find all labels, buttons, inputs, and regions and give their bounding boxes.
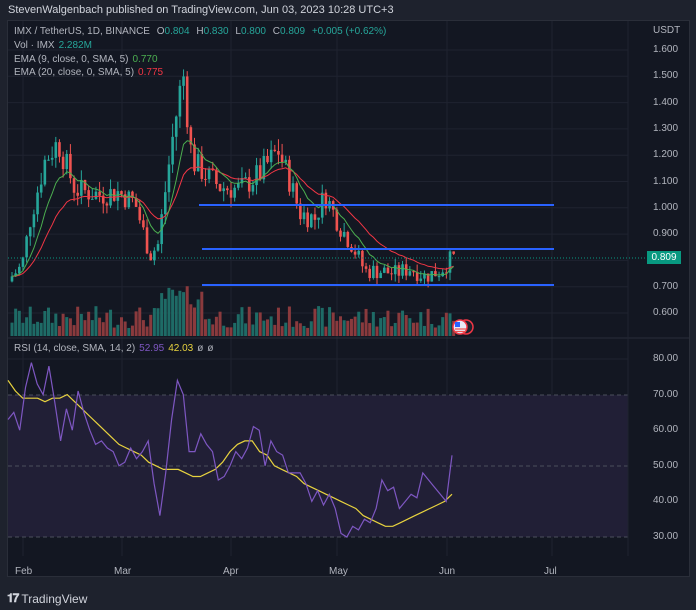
change-value: +0.005 (+0.62%) — [311, 26, 387, 37]
price-tick: 0.600 — [653, 307, 679, 318]
ema20-value: 0.775 — [138, 67, 164, 78]
volume-value: 2.282M — [58, 40, 92, 51]
rsi-tick: 50.00 — [653, 459, 679, 471]
last-price-tag: 0.809 — [647, 251, 681, 264]
tradingview-brand[interactable]: 𝟏𝟕 TradingView — [7, 591, 88, 606]
time-tick: Mar — [114, 566, 132, 577]
ema9-line — [11, 140, 454, 277]
symbol-label: IMX / TetherUS, 1D, BINANCE — [14, 26, 150, 37]
rsi-tick: 40.00 — [653, 495, 679, 507]
rsi-legend[interactable]: RSI (14, close, SMA, 14, 2) 52.95 42.03 ø ø — [14, 343, 214, 354]
ema9-legend[interactable]: EMA (9, close, 0, SMA, 5) 0.770 — [14, 54, 158, 65]
price-tick: 1.400 — [653, 96, 679, 108]
rsi-line — [7, 362, 453, 538]
price-tick: 1.200 — [653, 149, 679, 161]
ema20-legend[interactable]: EMA (20, close, 0, SMA, 5) 0.775 — [14, 67, 164, 78]
rsi-value: 52.95 — [139, 343, 165, 354]
rsi-tick: 60.00 — [653, 424, 679, 436]
time-tick: Jul — [544, 566, 557, 577]
price-tick: 0.900 — [653, 228, 679, 240]
currency-label: USDT — [653, 25, 681, 36]
low-value: 0.800 — [240, 26, 266, 37]
time-tick: Apr — [223, 566, 239, 577]
tradingview-logo-icon: 𝟏𝟕 — [7, 591, 19, 605]
close-value: 0.809 — [280, 26, 306, 37]
price-tick: 1.300 — [653, 122, 679, 134]
time-tick: Jun — [439, 566, 456, 577]
high-value: 0.830 — [203, 26, 229, 37]
us-flag-event-icon[interactable] — [452, 319, 474, 335]
price-tick: 1.600 — [653, 44, 679, 55]
price-tick: 1.000 — [653, 201, 679, 213]
volume-legend[interactable]: Vol · IMX 2.282M — [14, 40, 92, 51]
rsi-ma-line — [7, 380, 453, 527]
price-tick: 1.100 — [653, 175, 679, 187]
rsi-tick: 30.00 — [653, 531, 679, 542]
rsi-ma-value: 42.03 — [168, 343, 194, 354]
rsi-tick: 70.00 — [653, 388, 679, 400]
price-tick: 1.500 — [653, 70, 679, 82]
price-tick: 0.700 — [653, 280, 679, 292]
main-legend[interactable]: IMX / TetherUS, 1D, BINANCE O0.804 H0.83… — [14, 26, 387, 37]
publisher-line: StevenWalgenbach published on TradingVie… — [8, 4, 394, 16]
rsi-tick: 80.00 — [653, 353, 679, 364]
ema9-value: 0.770 — [132, 54, 158, 65]
open-value: 0.804 — [164, 26, 190, 37]
ema20-line — [11, 166, 454, 277]
time-tick: May — [329, 566, 348, 577]
time-tick: Feb — [15, 566, 33, 577]
